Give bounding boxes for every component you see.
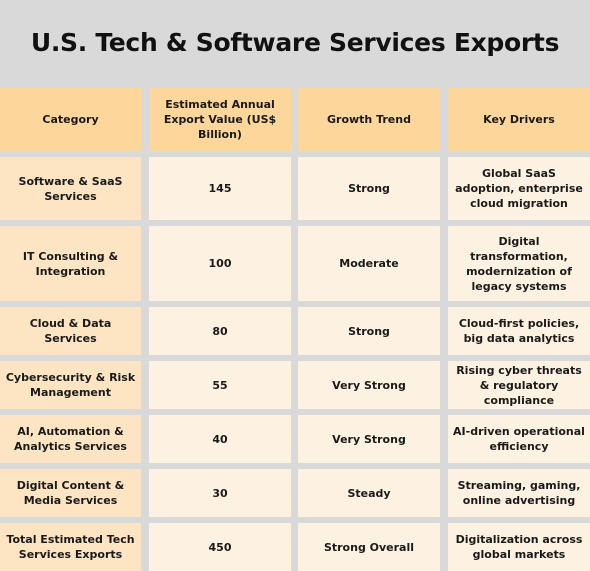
cell-growth-trend: Strong: [298, 157, 440, 220]
cell-key-drivers: Digital transformation, modernization of…: [448, 226, 590, 301]
header-category: Category: [0, 88, 141, 151]
table-row: Software & SaaS Services 145 Strong Glob…: [0, 157, 590, 220]
cell-key-drivers: Cloud-first policies, big data analytics: [448, 307, 590, 355]
cell-growth-trend: Moderate: [298, 226, 440, 301]
cell-key-drivers: Rising cyber threats & regulatory compli…: [448, 361, 590, 409]
cell-export-value: 145: [149, 157, 291, 220]
cell-growth-trend: Very Strong: [298, 415, 440, 463]
cell-growth-trend: Very Strong: [298, 361, 440, 409]
table-header-row: Category Estimated Annual Export Value (…: [0, 88, 590, 151]
table-row: AI, Automation & Analytics Services 40 V…: [0, 415, 590, 463]
cell-category: Digital Content & Media Services: [0, 469, 141, 517]
cell-export-value: 40: [149, 415, 291, 463]
table-row: Cybersecurity & Risk Management 55 Very …: [0, 361, 590, 409]
cell-growth-trend: Strong: [298, 307, 440, 355]
cell-key-drivers: Digitalization across global markets: [448, 523, 590, 571]
cell-category: Software & SaaS Services: [0, 157, 141, 220]
cell-export-value: 80: [149, 307, 291, 355]
page-title: U.S. Tech & Software Services Exports: [30, 28, 560, 57]
cell-key-drivers: AI-driven operational efficiency: [448, 415, 590, 463]
cell-category: IT Consulting & Integration: [0, 226, 141, 301]
cell-export-value: 55: [149, 361, 291, 409]
cell-category: AI, Automation & Analytics Services: [0, 415, 141, 463]
table-row: IT Consulting & Integration 100 Moderate…: [0, 226, 590, 301]
table-row: Cloud & Data Services 80 Strong Cloud-fi…: [0, 307, 590, 355]
cell-key-drivers: Global SaaS adoption, enterprise cloud m…: [448, 157, 590, 220]
cell-growth-trend: Strong Overall: [298, 523, 440, 571]
header-key-drivers: Key Drivers: [448, 88, 590, 151]
table-row-total: Total Estimated Tech Services Exports 45…: [0, 523, 590, 571]
header-export-value: Estimated Annual Export Value (US$ Billi…: [149, 88, 291, 151]
exports-table: Category Estimated Annual Export Value (…: [0, 88, 590, 571]
header-growth-trend: Growth Trend: [298, 88, 440, 151]
cell-export-value: 100: [149, 226, 291, 301]
cell-category: Cloud & Data Services: [0, 307, 141, 355]
cell-export-value: 30: [149, 469, 291, 517]
cell-key-drivers: Streaming, gaming, online advertising: [448, 469, 590, 517]
cell-growth-trend: Steady: [298, 469, 440, 517]
cell-category: Total Estimated Tech Services Exports: [0, 523, 141, 571]
cell-export-value: 450: [149, 523, 291, 571]
cell-category: Cybersecurity & Risk Management: [0, 361, 141, 409]
table-row: Digital Content & Media Services 30 Stea…: [0, 469, 590, 517]
